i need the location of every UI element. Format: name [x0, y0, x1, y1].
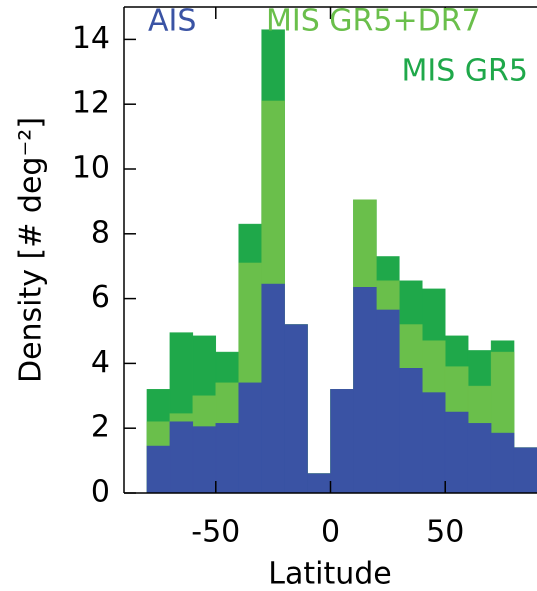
histogram-bar	[376, 309, 400, 494]
x-tick-label: -50	[191, 515, 240, 550]
histogram-bar	[146, 445, 171, 494]
y-axis-label: Density [# deg⁻²]	[14, 117, 49, 383]
y-tick-label: 8	[91, 215, 110, 250]
y-tick-label: 6	[91, 280, 110, 315]
histogram-bar	[399, 368, 423, 494]
histogram-bar	[307, 473, 331, 494]
y-tick-label: 12	[72, 86, 110, 121]
x-tick-label: 0	[321, 515, 340, 550]
histogram-bar	[238, 382, 262, 494]
x-tick-label: 50	[426, 515, 464, 550]
histogram-bar	[330, 389, 354, 494]
y-tick-label: 4	[91, 345, 110, 380]
histogram-bar	[284, 324, 308, 494]
y-tick-label: 2	[91, 410, 110, 445]
x-axis-label: Latitude	[268, 557, 391, 591]
histogram-bar	[513, 447, 537, 494]
y-tick-label: 0	[91, 475, 110, 510]
histogram-bar	[422, 392, 446, 494]
legend-label: AIS	[148, 4, 196, 39]
histogram-bar	[490, 432, 515, 494]
histogram-bar	[192, 426, 217, 494]
y-tick-label: 10	[72, 151, 110, 186]
histogram-bar	[467, 423, 492, 494]
histogram-bar	[261, 283, 285, 494]
legend-label: MIS GR5+DR7	[266, 4, 481, 39]
histogram-bar	[169, 421, 194, 494]
histogram-bar	[215, 423, 239, 494]
histogram-bar	[444, 411, 469, 494]
legend-label: MIS GR5	[402, 54, 529, 89]
y-tick-label: 14	[72, 21, 110, 56]
histogram-bar	[353, 287, 377, 494]
